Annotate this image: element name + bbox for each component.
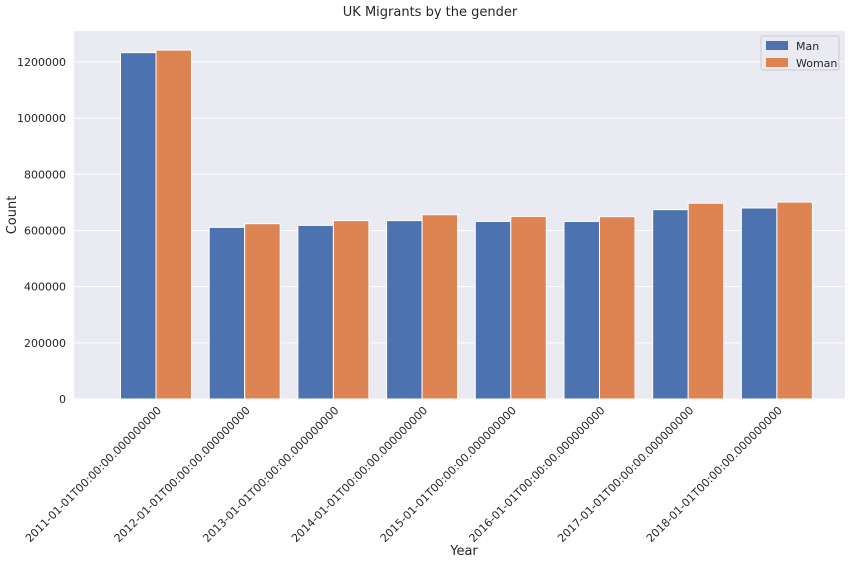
y-tick-label: 800000 [24,168,66,181]
bar-man-6 [563,220,600,400]
bar-woman-6 [599,216,636,400]
legend-label-man: Man [796,40,819,53]
y-tick-label: 400000 [24,281,66,294]
legend-swatch-man [766,41,788,50]
legend-label-woman: Woman [796,57,837,70]
bar-woman-2 [244,223,281,400]
x-tick-labels: 2011-01-01T00:00:00.0000000002012-01-01T… [23,404,785,545]
bar-man-2 [208,226,246,400]
y-tick-label: 1000000 [17,112,66,125]
bar-woman-3 [332,220,370,400]
y-tick-label: 600000 [24,224,66,237]
chart-title: UK Migrants by the gender [343,5,518,20]
y-axis-label: Count [5,196,20,235]
y-tick-label: 200000 [24,337,66,350]
y-tick-label: 0 [59,393,66,406]
bar-woman-4 [421,214,459,400]
y-tick-labels: 0 200000 400000 600000 800000 1000000 1200000 [17,56,66,406]
bar-man-8 [740,207,778,400]
bar-woman-1 [155,49,192,400]
x-tick-label: 2011-01-01T00:00:00.000000000 [23,404,164,545]
legend: Man Woman [760,35,840,71]
bar-woman-5 [510,215,547,400]
bar-man-7 [652,209,689,400]
bars [120,49,813,400]
grid-lines [74,61,845,400]
bar-woman-8 [776,201,813,400]
y-tick-label: 1200000 [17,56,66,69]
bar-man-4 [386,220,423,400]
bar-man-3 [297,224,334,400]
legend-swatch-woman [766,58,788,67]
x-axis-label: Year [449,544,478,559]
bar-man-1 [120,52,157,400]
bar-woman-7 [687,202,725,400]
bar-man-5 [474,220,512,400]
